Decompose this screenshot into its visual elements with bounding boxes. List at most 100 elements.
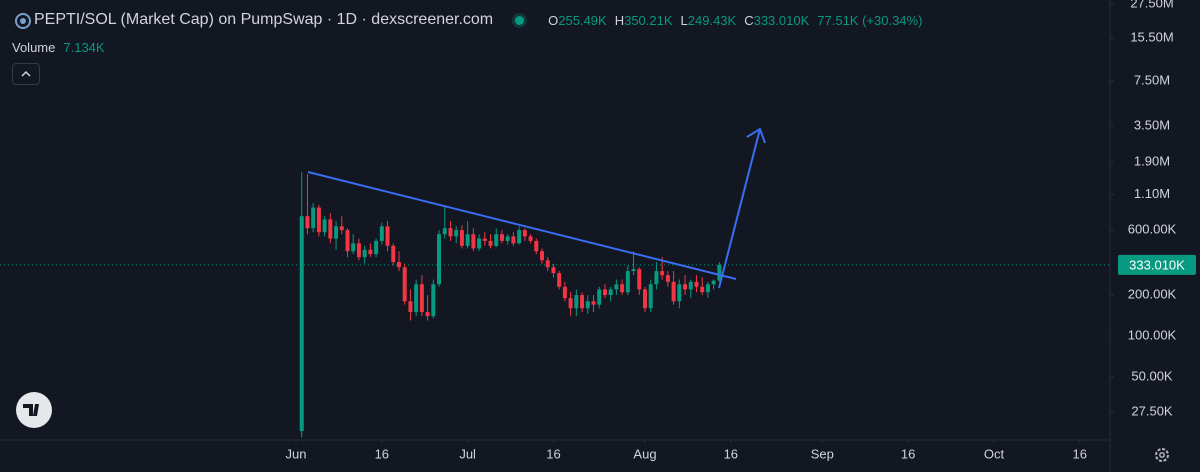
candle-body (414, 284, 419, 313)
tv-logo (16, 392, 52, 428)
y-tick-label: 7.50M (1134, 72, 1170, 87)
candle-body (688, 281, 693, 290)
volume-label: Volume (12, 40, 56, 55)
candle-body (671, 281, 676, 302)
candle-body (477, 238, 482, 249)
candle-body (551, 267, 556, 274)
candle-body (499, 234, 504, 241)
y-tick-label: 200.00K (1128, 286, 1177, 301)
candle-body (654, 271, 659, 285)
candle-body (431, 284, 436, 317)
candle-body (396, 261, 401, 268)
candle-body (505, 236, 510, 241)
x-tick-label: Oct (984, 446, 1005, 461)
candle-body (299, 216, 304, 432)
candle-body (637, 269, 642, 290)
candle-body (322, 219, 327, 233)
candle-body (334, 226, 339, 239)
x-tick-label: 16 (901, 446, 915, 461)
plot-area (0, 172, 1110, 438)
last-price-label: 333.010K (1129, 257, 1185, 272)
candle-body (574, 295, 579, 309)
ohlc-item: H350.21K (615, 13, 673, 28)
candle-body (580, 295, 585, 309)
volume-legend: Volume 7.134K (12, 40, 105, 55)
ohlc-key: L (680, 12, 688, 28)
last-price-box (1118, 254, 1196, 275)
y-tick-label: 1.10M (1134, 186, 1170, 201)
y-tick-label: 3.50M (1134, 117, 1170, 132)
candle-body (408, 301, 413, 313)
y-tick-label: 27.50M (1130, 0, 1173, 11)
candle-body (562, 286, 567, 299)
candle-body (471, 234, 476, 249)
x-tick-label: 16 (546, 446, 560, 461)
candle-body (402, 267, 407, 302)
candle-body (362, 249, 367, 258)
candle-body (448, 228, 453, 237)
candle-body (437, 234, 442, 285)
ohlc-item: O255.49K (548, 13, 607, 28)
candle-body (351, 243, 356, 252)
candle-body (717, 264, 722, 281)
candle-body (419, 284, 424, 313)
candle-body (454, 230, 459, 237)
candle-body (700, 286, 705, 293)
settings-icon[interactable] (1155, 448, 1169, 462)
candle-body (311, 207, 316, 229)
candle-body (511, 236, 516, 244)
collapse-button[interactable] (12, 63, 40, 85)
candle-body (442, 228, 447, 235)
ohlc-item: C333.010K (744, 13, 809, 28)
candle-body (522, 230, 527, 237)
x-tick-label: Sep (811, 446, 834, 461)
candle-body (545, 260, 550, 268)
candle-body (385, 226, 390, 246)
x-tick-label: Jun (286, 446, 307, 461)
candle-body (625, 271, 630, 293)
y-tick-label: 1.90M (1134, 153, 1170, 168)
x-tick-label: 16 (375, 446, 389, 461)
chart-title: PEPTI/SOL (Market Cap) on PumpSwap · 1D … (34, 11, 494, 28)
candle-body (705, 284, 710, 293)
trend-line (307, 171, 737, 280)
candle-body (345, 230, 350, 252)
candle-body (631, 269, 636, 272)
ohlc-value: 255.49K (558, 12, 607, 28)
candle-body (585, 301, 590, 309)
candle-body (494, 234, 499, 246)
candle-body (660, 271, 665, 276)
candle-body (488, 240, 493, 246)
candle-body (465, 234, 470, 246)
candle-body (517, 230, 522, 244)
ohlc-key: O (548, 12, 559, 28)
candle-body (591, 301, 596, 305)
x-tick-label: 16 (1073, 446, 1087, 461)
candle-body (608, 289, 613, 296)
candle-body (482, 238, 487, 241)
candle-body (665, 275, 670, 282)
ohlc-value: 249.43K (687, 12, 737, 28)
ohlc-value: 333.010K (753, 12, 810, 28)
ohlc-key: C (744, 12, 754, 28)
candle-body (642, 289, 647, 309)
candle-body (374, 240, 379, 255)
candle-body (391, 245, 396, 262)
ohlc-legend: O255.49K H350.21K L249.43K C333.010K (548, 13, 809, 28)
candle-body (425, 312, 430, 317)
candle-body (368, 249, 373, 255)
collapse-icon (21, 70, 31, 77)
candle-body (620, 284, 625, 293)
header: PEPTI/SOL (Market Cap) on PumpSwap · 1D … (14, 11, 922, 29)
change: 77.51K (+30.34%) (817, 12, 923, 28)
candle-body (534, 240, 539, 252)
candle-body (683, 284, 688, 290)
candle-body (614, 284, 619, 290)
y-tick-label: 50.00K (1131, 368, 1173, 383)
ohlc-value: 350.21K (624, 12, 673, 28)
x-tick-label: Jul (459, 446, 476, 461)
candle-body (677, 284, 682, 302)
candle-body (711, 280, 716, 285)
